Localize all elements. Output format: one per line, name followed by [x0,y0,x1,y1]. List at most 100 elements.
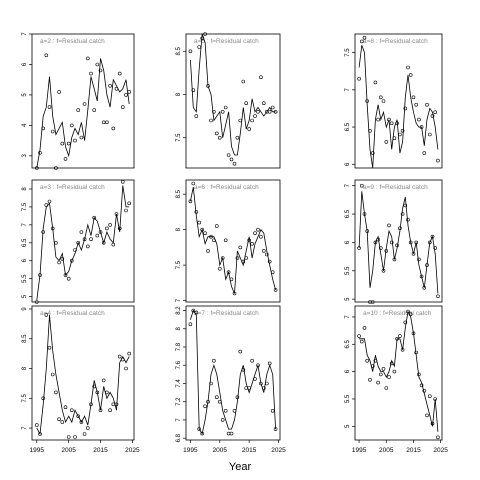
panel-title: a=9 : f=Residual catch [363,184,428,191]
data-point [256,363,260,368]
data-point [54,390,58,395]
data-point [60,257,65,261]
data-point [92,108,96,112]
y-tick-label: 6.8 [176,433,182,442]
data-point [127,351,131,356]
data-point [384,140,389,144]
y-tick-label: 7 [176,298,182,302]
data-point [241,367,246,372]
data-point [95,390,100,395]
data-point [368,377,372,382]
data-point [247,238,251,243]
data-point [117,71,122,76]
data-point [362,35,367,40]
data-point [209,118,213,123]
data-point [403,320,408,325]
data-point [422,285,427,290]
y-tick-label: 6.5 [22,238,28,247]
data-point [430,114,435,118]
data-point [235,395,240,400]
y-tick-label: 6 [22,62,28,66]
data-point [229,431,234,436]
data-point [79,135,84,140]
panel-a5: a=5 : f=Residual catch 7.5 8 8.5 [176,32,281,169]
data-point [226,431,231,436]
y-tick-label: 7 [22,426,28,430]
panel-title: a=2 : f=Residual catch [40,38,105,45]
data-point [419,274,424,279]
panel-title: a=3 : f=Residual catch [40,184,105,191]
data-point [436,158,440,163]
data-point [381,268,386,273]
data-point [76,414,80,419]
y-tick-label: 8 [176,227,182,231]
data-point [389,121,394,126]
data-point [121,180,125,184]
data-point [76,241,80,245]
data-point [270,408,275,413]
data-point [101,241,106,245]
data-point [400,347,405,352]
data-point [121,105,125,109]
data-point [223,105,228,110]
data-point [191,308,196,313]
y-tick-label: 6.5 [345,339,351,348]
data-point [395,243,399,248]
data-point [238,349,243,354]
y-tick-label: 5.5 [22,274,28,283]
data-point [370,364,375,369]
data-point [427,394,432,399]
x-tick-label: 2005 [213,447,228,454]
y-tick-label: 5 [22,93,28,97]
data-point [389,240,394,245]
y-tick-label: 5 [345,297,351,301]
data-point [79,230,84,234]
data-point [70,408,74,413]
data-point [111,126,116,131]
data-point [200,36,204,41]
data-point [60,420,65,424]
data-point [34,166,39,170]
panel-frame [185,305,281,441]
data-point [82,237,87,241]
y-tick-label: 5 [22,294,28,298]
data-point [241,79,246,84]
data-point [79,420,84,424]
panel-frame [185,179,281,303]
data-point [197,45,201,49]
panel-a10: a=10 : f=Residual catch 5 5.5 6 6.5 7 1995 2005… [345,305,448,454]
data-point [70,123,74,128]
data-point [392,369,397,374]
data-point [436,435,440,440]
y-tick-label: 3 [22,153,28,157]
x-tick-label: 1995 [30,447,45,454]
series-line [36,314,130,436]
y-tick-label: 7.2 [176,397,182,406]
data-point [357,76,361,81]
data-point [108,223,112,227]
y-tick-label: 8 [176,326,182,330]
data-point [244,386,248,390]
data-point [373,358,378,363]
data-point [414,240,419,245]
data-point [414,102,419,107]
data-point [76,108,80,112]
panel-frame [31,305,135,441]
data-point [411,331,416,336]
data-point [235,135,240,140]
data-point [47,199,52,204]
data-point [124,208,128,213]
x-tick-label: 1995 [183,447,198,454]
panel-a7: a=7 : f=Residual catch 6.8 7 7.2 7.4 7.6 7.8 8 8… [176,305,286,454]
data-point [414,350,419,355]
data-point [359,39,364,44]
data-point [235,256,240,260]
y-tick-label: 7.5 [22,202,28,211]
data-point [425,413,429,418]
data-point [226,270,231,275]
data-point [244,101,248,105]
data-point [66,276,71,281]
data-point [98,68,103,73]
y-tick-label: 7.8 [176,342,182,351]
data-point [411,252,416,256]
